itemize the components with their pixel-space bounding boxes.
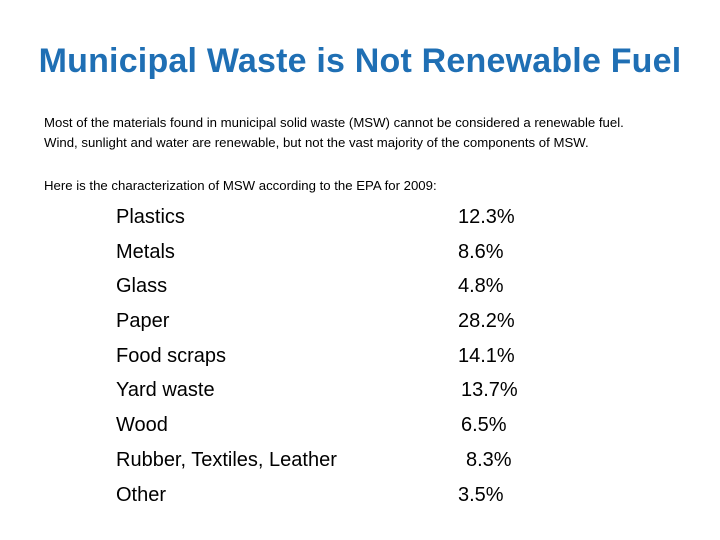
material-label: Food scraps: [116, 344, 227, 367]
material-label: Yard waste: [116, 379, 215, 402]
composition-row: Plastics 12.3%: [0, 200, 720, 235]
material-percent: 8.6%: [458, 240, 504, 263]
material-label: Wood: [116, 414, 168, 437]
composition-row: Food scraps 14.1%: [0, 339, 720, 374]
material-percent: 4.8%: [458, 275, 504, 298]
material-label: Metals: [116, 240, 175, 263]
material-label: Other: [116, 483, 167, 506]
composition-row: Glass 4.8%: [0, 269, 720, 304]
material-label: Paper: [116, 310, 170, 333]
slide-title: Municipal Waste is Not Renewable Fuel: [38, 42, 682, 80]
composition-row: Other 3.5%: [0, 478, 720, 513]
composition-row: Metals 8.6%: [0, 235, 720, 270]
composition-row: Wood 6.5%: [0, 408, 720, 443]
composition-row: Rubber, Textiles, Leather 8.3%: [0, 443, 720, 478]
composition-row: Paper 28.2%: [0, 304, 720, 339]
material-label: Glass: [116, 275, 168, 298]
material-percent: 8.3%: [466, 448, 512, 471]
intro-line-2: Wind, sunlight and water are renewable, …: [44, 135, 589, 150]
composition-list: Plastics 12.3% Metals 8.6% Glass 4.8% Pa…: [0, 200, 720, 512]
material-label: Plastics: [116, 206, 185, 228]
intro-line-1: Most of the materials found in municipal…: [44, 115, 624, 130]
material-percent: 6.5%: [461, 414, 507, 437]
intro-paragraph: Most of the materials found in municipal…: [44, 113, 704, 153]
material-label: Rubber, Textiles, Leather: [116, 448, 337, 471]
lead-sentence: Here is the characterization of MSW acco…: [44, 178, 437, 193]
material-percent: 13.7%: [461, 379, 518, 402]
material-percent: 12.3%: [458, 206, 515, 228]
composition-row: Yard waste 13.7%: [0, 373, 720, 408]
material-percent: 3.5%: [458, 483, 504, 506]
material-percent: 28.2%: [458, 310, 515, 333]
material-percent: 14.1%: [458, 344, 515, 367]
